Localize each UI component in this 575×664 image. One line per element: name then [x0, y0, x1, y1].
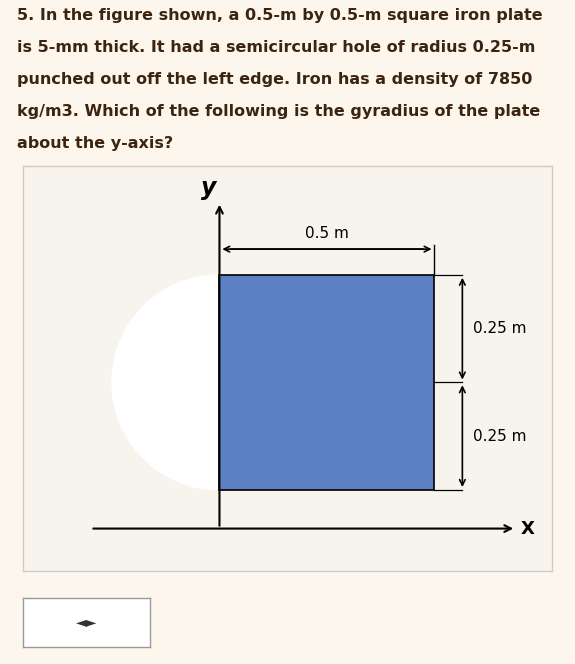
- Text: X: X: [520, 519, 534, 538]
- Text: about the y-axis?: about the y-axis?: [17, 136, 174, 151]
- Bar: [220, 275, 435, 490]
- Text: y: y: [201, 176, 216, 200]
- Text: punched out off the left edge. Iron has a density of 7850: punched out off the left edge. Iron has …: [17, 72, 532, 87]
- Text: 0.25 m: 0.25 m: [473, 321, 527, 336]
- Text: 5. In the figure shown, a 0.5-m by 0.5-m square iron plate: 5. In the figure shown, a 0.5-m by 0.5-m…: [17, 9, 543, 23]
- Text: ◄►: ◄►: [76, 616, 97, 629]
- Text: 0.25 m: 0.25 m: [473, 429, 527, 444]
- Text: 0.5 m: 0.5 m: [305, 226, 349, 240]
- Text: kg/m3. Which of the following is the gyradius of the plate: kg/m3. Which of the following is the gyr…: [17, 104, 540, 119]
- Polygon shape: [112, 275, 220, 490]
- Text: is 5-mm thick. It had a semicircular hole of radius 0.25-m: is 5-mm thick. It had a semicircular hol…: [17, 41, 536, 55]
